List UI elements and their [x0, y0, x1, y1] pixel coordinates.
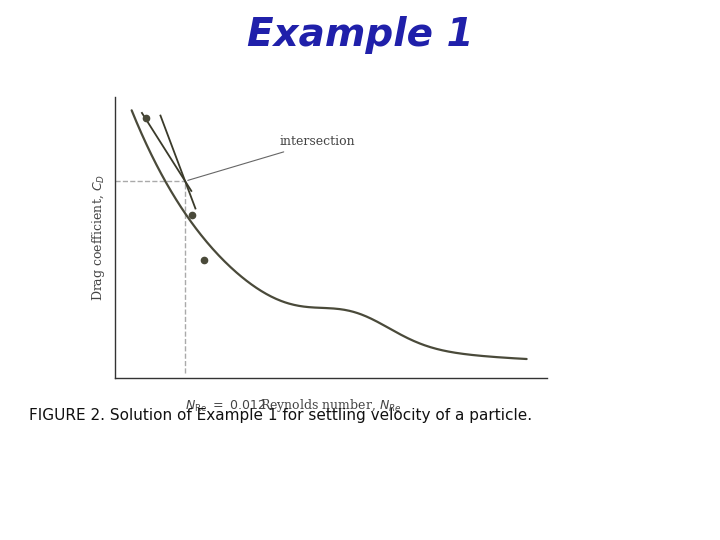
Text: FIGURE 2. Solution of Example 1 for settling velocity of a particle.: FIGURE 2. Solution of Example 1 for sett… [29, 408, 532, 423]
Text: $N_{\rm Re}$$\ =\ 0.012$: $N_{\rm Re}$$\ =\ 0.012$ [185, 399, 266, 414]
Y-axis label: Drag coefficient, $C_D$: Drag coefficient, $C_D$ [90, 174, 107, 301]
X-axis label: Reynolds number, $N_{Re}$: Reynolds number, $N_{Re}$ [261, 397, 402, 414]
Text: Example 1: Example 1 [247, 16, 473, 54]
Text: intersection: intersection [188, 136, 356, 180]
